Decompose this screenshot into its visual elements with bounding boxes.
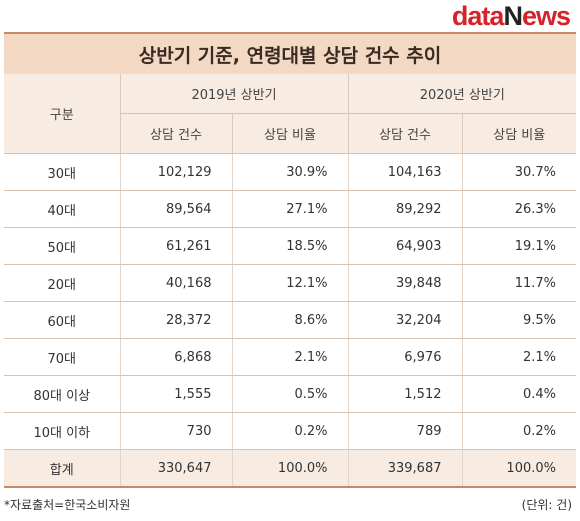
unit-note: (단위: 건) [521, 498, 572, 512]
cell-2020-count: 789 [347, 412, 462, 450]
cell-2020-ratio: 0.4% [461, 375, 576, 413]
row-label: 70대 [4, 338, 120, 376]
cell-2019-ratio: 12.1% [231, 264, 348, 302]
datanews-logo: dataNews [451, 1, 571, 31]
total-2020-count: 339,687 [347, 449, 462, 488]
cell-2020-ratio: 11.7% [461, 264, 576, 302]
subheader-2019-ratio: 상담 비율 [231, 113, 348, 154]
cell-2019-count: 6,868 [119, 338, 232, 376]
header-group-2019: 2019년 상반기 [119, 74, 348, 114]
cell-2020-ratio: 0.2% [461, 412, 576, 450]
cell-2019-count: 40,168 [119, 264, 232, 302]
row-label: 30대 [4, 153, 120, 191]
cell-2020-ratio: 30.7% [461, 153, 576, 191]
cell-2019-ratio: 8.6% [231, 301, 348, 339]
cell-2020-count: 1,512 [347, 375, 462, 413]
row-label: 20대 [4, 264, 120, 302]
row-label: 80대 이상 [4, 375, 120, 413]
cell-2020-ratio: 2.1% [461, 338, 576, 376]
cell-2019-ratio: 27.1% [231, 190, 348, 228]
cell-2019-count: 102,129 [119, 153, 232, 191]
cell-2019-count: 61,261 [119, 227, 232, 265]
table-row: 60대 28,372 8.6% 32,204 9.5% [4, 301, 576, 339]
table-row: 40대 89,564 27.1% 89,292 26.3% [4, 190, 576, 228]
cell-2020-ratio: 9.5% [461, 301, 576, 339]
table-row: 70대 6,868 2.1% 6,976 2.1% [4, 338, 576, 376]
total-row: 합계 330,647 100.0% 339,687 100.0% [4, 449, 576, 488]
total-label: 합계 [4, 449, 120, 488]
table-row: 30대 102,129 30.9% 104,163 30.7% [4, 153, 576, 191]
cell-2019-ratio: 30.9% [231, 153, 348, 191]
logo-part-n: N [503, 1, 522, 31]
table-title: 상반기 기준, 연령대별 상담 건수 추이 [4, 32, 576, 74]
cell-2019-count: 28,372 [119, 301, 232, 339]
cell-2019-count: 1,555 [119, 375, 232, 413]
table-row: 80대 이상 1,555 0.5% 1,512 0.4% [4, 375, 576, 413]
total-2019-count: 330,647 [119, 449, 232, 488]
row-label: 40대 [4, 190, 120, 228]
cell-2020-count: 6,976 [347, 338, 462, 376]
cell-2020-ratio: 26.3% [461, 190, 576, 228]
cell-2019-count: 89,564 [119, 190, 232, 228]
cell-2020-count: 64,903 [347, 227, 462, 265]
total-2019-ratio: 100.0% [231, 449, 348, 488]
row-label: 50대 [4, 227, 120, 265]
cell-2019-ratio: 0.5% [231, 375, 348, 413]
subheader-2020-count: 상담 건수 [347, 113, 462, 154]
logo-part-data: data [451, 1, 505, 31]
logo-part-ews: ews [521, 1, 571, 31]
row-label: 10대 이하 [4, 412, 120, 450]
header-category: 구분 [4, 74, 120, 154]
table-row: 50대 61,261 18.5% 64,903 19.1% [4, 227, 576, 265]
total-2020-ratio: 100.0% [461, 449, 576, 488]
table-row: 10대 이하 730 0.2% 789 0.2% [4, 412, 576, 450]
source-note: *자료출처=한국소비자원 [4, 498, 131, 512]
cell-2020-count: 39,848 [347, 264, 462, 302]
header-group-2020: 2020년 상반기 [347, 74, 576, 114]
cell-2020-count: 89,292 [347, 190, 462, 228]
subheader-2020-ratio: 상담 비율 [461, 113, 576, 154]
subheader-2019-count: 상담 건수 [119, 113, 232, 154]
cell-2020-count: 104,163 [347, 153, 462, 191]
table-row: 20대 40,168 12.1% 39,848 11.7% [4, 264, 576, 302]
cell-2020-ratio: 19.1% [461, 227, 576, 265]
row-label: 60대 [4, 301, 120, 339]
consultation-table: 구분 2019년 상반기 2020년 상반기 상담 건수 상담 비율 상담 건수… [4, 74, 576, 488]
cell-2020-count: 32,204 [347, 301, 462, 339]
cell-2019-ratio: 18.5% [231, 227, 348, 265]
cell-2019-ratio: 2.1% [231, 338, 348, 376]
cell-2019-count: 730 [119, 412, 232, 450]
cell-2019-ratio: 0.2% [231, 412, 348, 450]
